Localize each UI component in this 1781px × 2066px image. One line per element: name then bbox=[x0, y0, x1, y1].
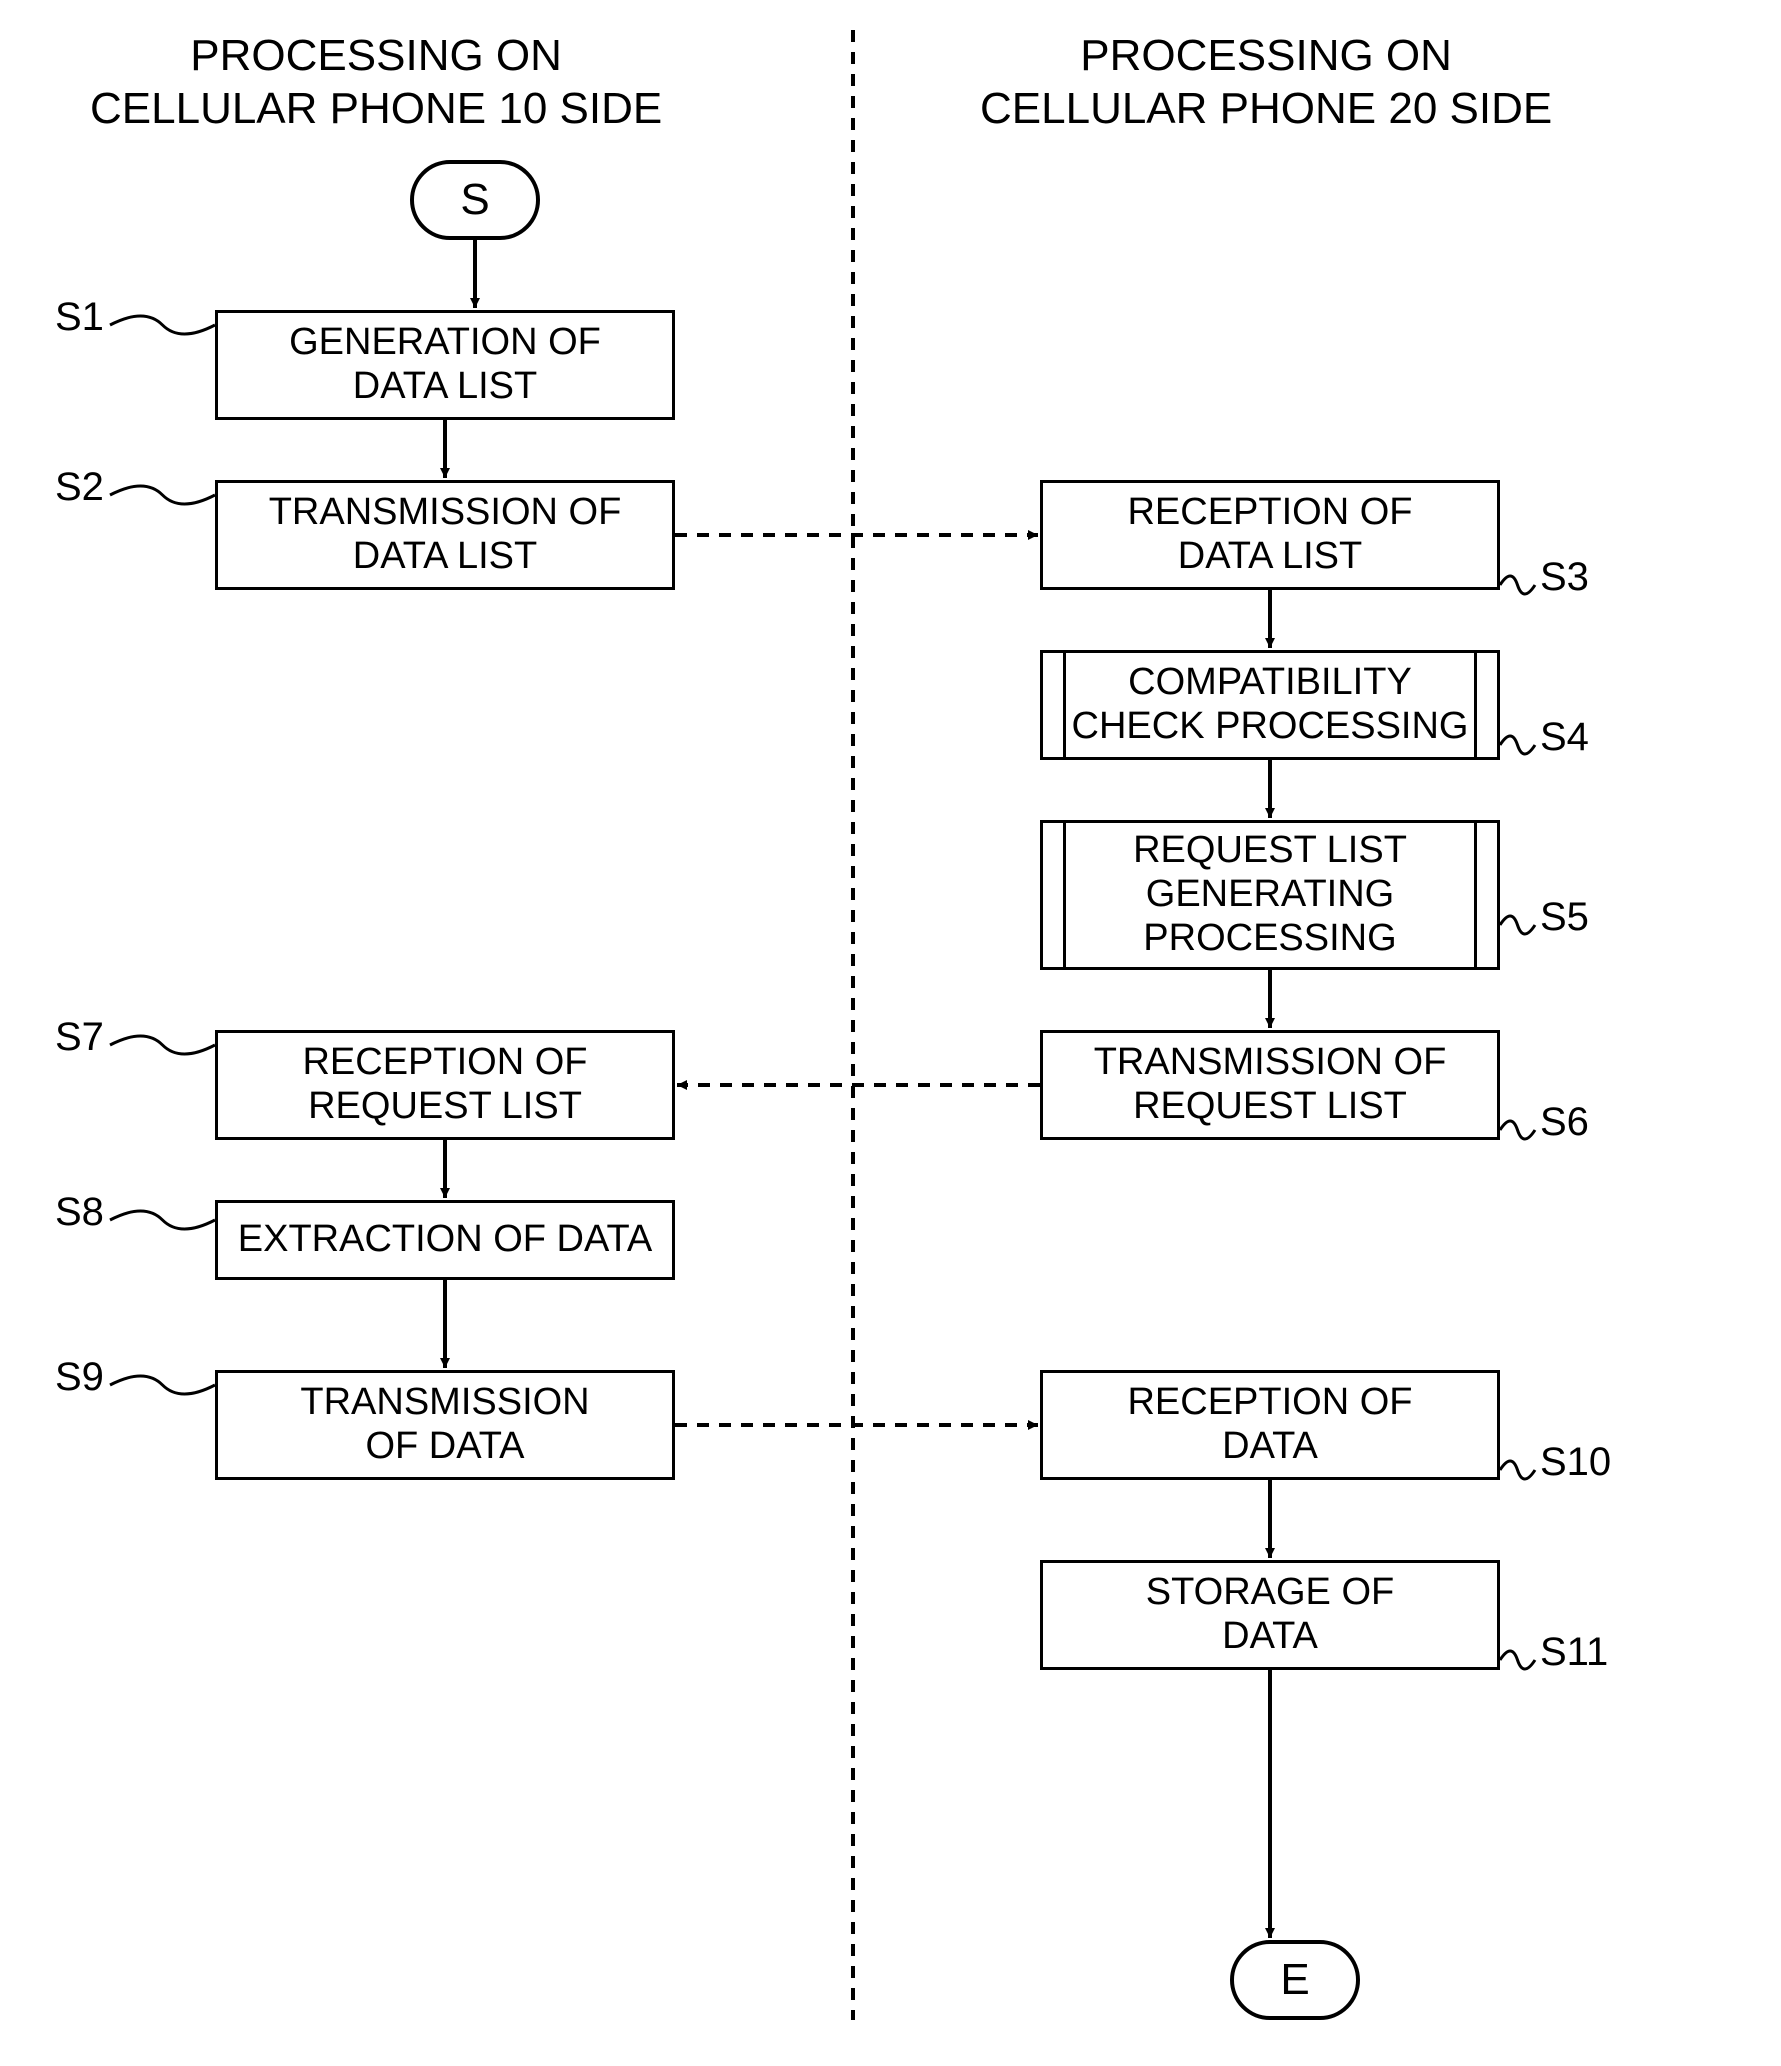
subprocess-s5: REQUEST LIST GENERATING PROCESSING bbox=[1040, 820, 1500, 970]
step-text: GENERATION OF DATA LIST bbox=[289, 321, 601, 408]
step-text: STORAGE OF DATA bbox=[1146, 1571, 1394, 1658]
step-label-s5: S5 bbox=[1540, 895, 1589, 940]
step-id-text: S5 bbox=[1540, 895, 1589, 939]
step-id-text: S4 bbox=[1540, 715, 1589, 759]
process-s3: RECEPTION OF DATA LIST bbox=[1040, 480, 1500, 590]
step-id-text: S10 bbox=[1540, 1440, 1611, 1484]
step-text: RECEPTION OF DATA bbox=[1127, 1381, 1412, 1468]
process-s2: TRANSMISSION OF DATA LIST bbox=[215, 480, 675, 590]
subprocess-inner: REQUEST LIST GENERATING PROCESSING bbox=[1063, 823, 1477, 967]
step-label-s4: S4 bbox=[1540, 715, 1589, 760]
step-id-text: S9 bbox=[55, 1355, 104, 1399]
step-id-text: S6 bbox=[1540, 1100, 1589, 1144]
step-label-s11: S11 bbox=[1540, 1630, 1608, 1675]
step-text: TRANSMISSION OF DATA LIST bbox=[269, 491, 622, 578]
terminator-label: E bbox=[1280, 1955, 1309, 2005]
heading-line: PROCESSING ON bbox=[980, 30, 1552, 83]
terminator-label: S bbox=[460, 175, 489, 225]
step-text: EXTRACTION OF DATA bbox=[238, 1218, 653, 1262]
step-text: COMPATIBILITY CHECK PROCESSING bbox=[1072, 661, 1469, 748]
step-label-s2: S2 bbox=[55, 465, 104, 510]
process-s9: TRANSMISSION OF DATA bbox=[215, 1370, 675, 1480]
step-id-text: S3 bbox=[1540, 555, 1589, 599]
step-id-text: S1 bbox=[55, 295, 104, 339]
step-text: RECEPTION OF DATA LIST bbox=[1127, 491, 1412, 578]
step-label-s8: S8 bbox=[55, 1190, 104, 1235]
process-s11: STORAGE OF DATA bbox=[1040, 1560, 1500, 1670]
step-label-s7: S7 bbox=[55, 1015, 104, 1060]
process-s6: TRANSMISSION OF REQUEST LIST bbox=[1040, 1030, 1500, 1140]
heading-right: PROCESSING ONCELLULAR PHONE 20 SIDE bbox=[980, 30, 1552, 136]
step-id-text: S11 bbox=[1540, 1630, 1608, 1674]
process-s1: GENERATION OF DATA LIST bbox=[215, 310, 675, 420]
process-s7: RECEPTION OF REQUEST LIST bbox=[215, 1030, 675, 1140]
step-label-s1: S1 bbox=[55, 295, 104, 340]
step-text: RECEPTION OF REQUEST LIST bbox=[302, 1041, 587, 1128]
process-s8: EXTRACTION OF DATA bbox=[215, 1200, 675, 1280]
step-text: TRANSMISSION OF REQUEST LIST bbox=[1094, 1041, 1447, 1128]
step-text: TRANSMISSION OF DATA bbox=[300, 1381, 589, 1468]
step-id-text: S8 bbox=[55, 1190, 104, 1234]
subprocess-inner: COMPATIBILITY CHECK PROCESSING bbox=[1063, 653, 1477, 757]
heading-left: PROCESSING ONCELLULAR PHONE 10 SIDE bbox=[90, 30, 662, 136]
terminator-start: S bbox=[410, 160, 540, 240]
step-text: REQUEST LIST GENERATING PROCESSING bbox=[1133, 829, 1407, 960]
step-label-s9: S9 bbox=[55, 1355, 104, 1400]
step-label-s10: S10 bbox=[1540, 1440, 1611, 1485]
subprocess-s4: COMPATIBILITY CHECK PROCESSING bbox=[1040, 650, 1500, 760]
step-label-s3: S3 bbox=[1540, 555, 1589, 600]
step-id-text: S7 bbox=[55, 1015, 104, 1059]
heading-line: PROCESSING ON bbox=[90, 30, 662, 83]
terminator-end: E bbox=[1230, 1940, 1360, 2020]
heading-line: CELLULAR PHONE 10 SIDE bbox=[90, 83, 662, 136]
process-s10: RECEPTION OF DATA bbox=[1040, 1370, 1500, 1480]
step-id-text: S2 bbox=[55, 465, 104, 509]
step-label-s6: S6 bbox=[1540, 1100, 1589, 1145]
heading-line: CELLULAR PHONE 20 SIDE bbox=[980, 83, 1552, 136]
